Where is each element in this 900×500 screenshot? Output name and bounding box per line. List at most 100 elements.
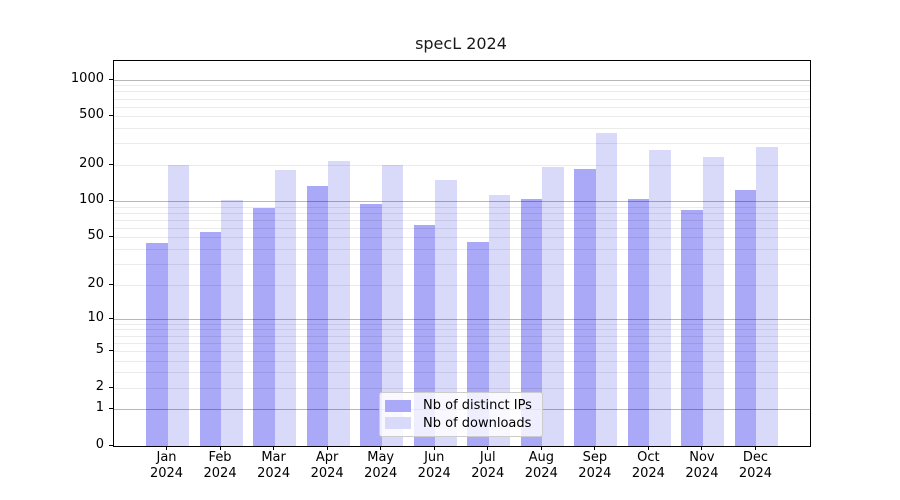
- bar-downloads-mar: [274, 170, 297, 446]
- bar-distinct-ips-feb: [199, 231, 222, 446]
- gridline-minor-4: [114, 360, 810, 362]
- y-axis-tick-label-20: 20: [87, 275, 104, 291]
- gridline-minor-90: [114, 206, 810, 208]
- gridline-major-10: [114, 318, 810, 320]
- gridline-minor-8: [114, 329, 810, 331]
- y-axis-tick-label-100: 100: [79, 192, 104, 208]
- bar-downloads-nov: [702, 157, 725, 446]
- bar-downloads-aug: [542, 167, 564, 446]
- gridline-minor-50: [114, 237, 810, 239]
- y-axis-tick-mark-50: [109, 236, 113, 238]
- y-axis-tick-label-2: 2: [95, 378, 104, 394]
- x-axis-tick-mark-may: [380, 446, 382, 450]
- gridline-minor-6: [114, 342, 810, 344]
- bar-distinct-ips-nov: [681, 209, 703, 446]
- x-axis-tick-mark-mar: [273, 446, 275, 450]
- bar-distinct-ips-mar: [253, 207, 275, 446]
- x-axis-tick-mark-feb: [219, 446, 221, 450]
- y-axis-tick-label-200: 200: [79, 155, 104, 171]
- x-axis-tick-label-nov: Nov 2024: [685, 450, 719, 481]
- y-axis-tick-label-1000: 1000: [70, 70, 104, 86]
- y-axis-tick-mark-100: [109, 200, 113, 202]
- gridline-minor-900: [114, 85, 810, 87]
- bar-downloads-apr: [328, 161, 350, 446]
- y-axis-tick-mark-0: [109, 445, 113, 446]
- y-axis-tick-mark-5: [109, 349, 113, 351]
- bar-downloads-sep: [595, 132, 618, 446]
- bar-distinct-ips-may: [360, 203, 382, 446]
- x-axis-tick-label-sep: Sep 2024: [578, 450, 612, 481]
- bar-distinct-ips-sep: [574, 168, 596, 446]
- x-axis-tick-label-may: May 2024: [364, 450, 398, 481]
- gridline-minor-9: [114, 323, 810, 325]
- x-axis-tick-mark-jun: [433, 446, 435, 450]
- x-axis-tick-label-feb: Feb 2024: [203, 450, 237, 481]
- legend-swatch-downloads-icon: [385, 417, 411, 430]
- gridline-minor-80: [114, 212, 810, 214]
- y-axis-tick-label-10: 10: [87, 309, 104, 325]
- legend-row-downloads: Nb of downloads: [385, 415, 536, 433]
- gridline-minor-500: [114, 116, 810, 118]
- bar-downloads-may: [381, 165, 404, 446]
- x-axis-tick-mark-dec: [754, 446, 756, 450]
- bar-downloads-feb: [221, 200, 243, 446]
- gridline-minor-300: [114, 143, 810, 145]
- gridline-minor-7: [114, 335, 810, 337]
- bar-distinct-ips-dec: [734, 190, 757, 446]
- bar-downloads-jul: [488, 195, 511, 446]
- bar-distinct-ips-apr: [306, 185, 329, 446]
- y-axis-tick-mark-10: [109, 317, 113, 319]
- gridline-minor-20: [114, 284, 810, 286]
- gridline-minor-400: [114, 128, 810, 130]
- y-axis-tick-mark-200: [109, 163, 113, 165]
- bar-downloads-jun: [435, 179, 457, 446]
- x-axis-tick-label-jul: Jul 2024: [471, 450, 505, 481]
- gridline-major-100: [114, 201, 810, 203]
- x-axis-tick-label-jun: Jun 2024: [417, 450, 451, 481]
- bar-downloads-dec: [756, 147, 778, 446]
- y-axis-tick-label-500: 500: [79, 107, 104, 123]
- gridline-minor-200: [114, 164, 810, 166]
- gridline-minor-5: [114, 350, 810, 352]
- y-axis-tick-mark-2: [109, 386, 113, 388]
- legend-swatch-distinct-ips-icon: [385, 399, 411, 412]
- y-axis-tick-label-5: 5: [95, 341, 104, 357]
- gridline-minor-30: [114, 263, 810, 265]
- gridline-major-1000: [114, 79, 810, 81]
- x-axis-tick-mark-aug: [540, 446, 542, 450]
- bar-distinct-ips-oct: [627, 198, 650, 446]
- y-axis-tick-mark-1: [109, 408, 113, 410]
- x-axis-tick-label-jan: Jan 2024: [149, 450, 184, 481]
- legend: Nb of distinct IPs Nb of downloads: [379, 392, 543, 437]
- gridline-minor-2: [114, 387, 810, 389]
- x-axis-tick-label-dec: Dec 2024: [738, 450, 772, 481]
- gridline-minor-3: [114, 372, 810, 374]
- x-axis-tick-mark-nov: [701, 446, 703, 450]
- bar-distinct-ips-aug: [520, 198, 543, 446]
- x-axis-tick-label-apr: Apr 2024: [310, 450, 344, 481]
- y-axis-tick-mark-1000: [109, 78, 113, 80]
- gridline-minor-40: [114, 249, 810, 251]
- x-axis-tick-mark-jul: [487, 446, 489, 450]
- y-axis-tick-mark-20: [109, 283, 113, 285]
- plot-area: [113, 60, 811, 447]
- x-axis-tick-mark-jan: [166, 446, 168, 450]
- bar-downloads-jan: [167, 164, 190, 446]
- gridline-minor-70: [114, 219, 810, 221]
- y-axis-tick-label-50: 50: [87, 228, 104, 244]
- x-axis-tick-label-oct: Oct 2024: [631, 450, 665, 481]
- legend-row-distinct-ips: Nb of distinct IPs: [385, 397, 536, 415]
- legend-label-downloads: Nb of downloads: [423, 415, 532, 431]
- x-axis-tick-label-aug: Aug 2024: [524, 450, 558, 481]
- chart-title: specL 2024: [415, 34, 507, 53]
- legend-label-distinct-ips: Nb of distinct IPs: [423, 398, 532, 414]
- bar-downloads-oct: [649, 150, 671, 446]
- y-axis-tick-label-1: 1: [95, 400, 104, 416]
- x-axis-tick-mark-sep: [594, 446, 596, 450]
- x-axis-tick-mark-oct: [647, 446, 649, 450]
- x-axis-tick-label-mar: Mar 2024: [257, 450, 291, 481]
- bar-distinct-ips-jan: [146, 242, 168, 446]
- x-axis-tick-mark-apr: [326, 446, 328, 450]
- y-axis-tick-mark-500: [109, 115, 113, 117]
